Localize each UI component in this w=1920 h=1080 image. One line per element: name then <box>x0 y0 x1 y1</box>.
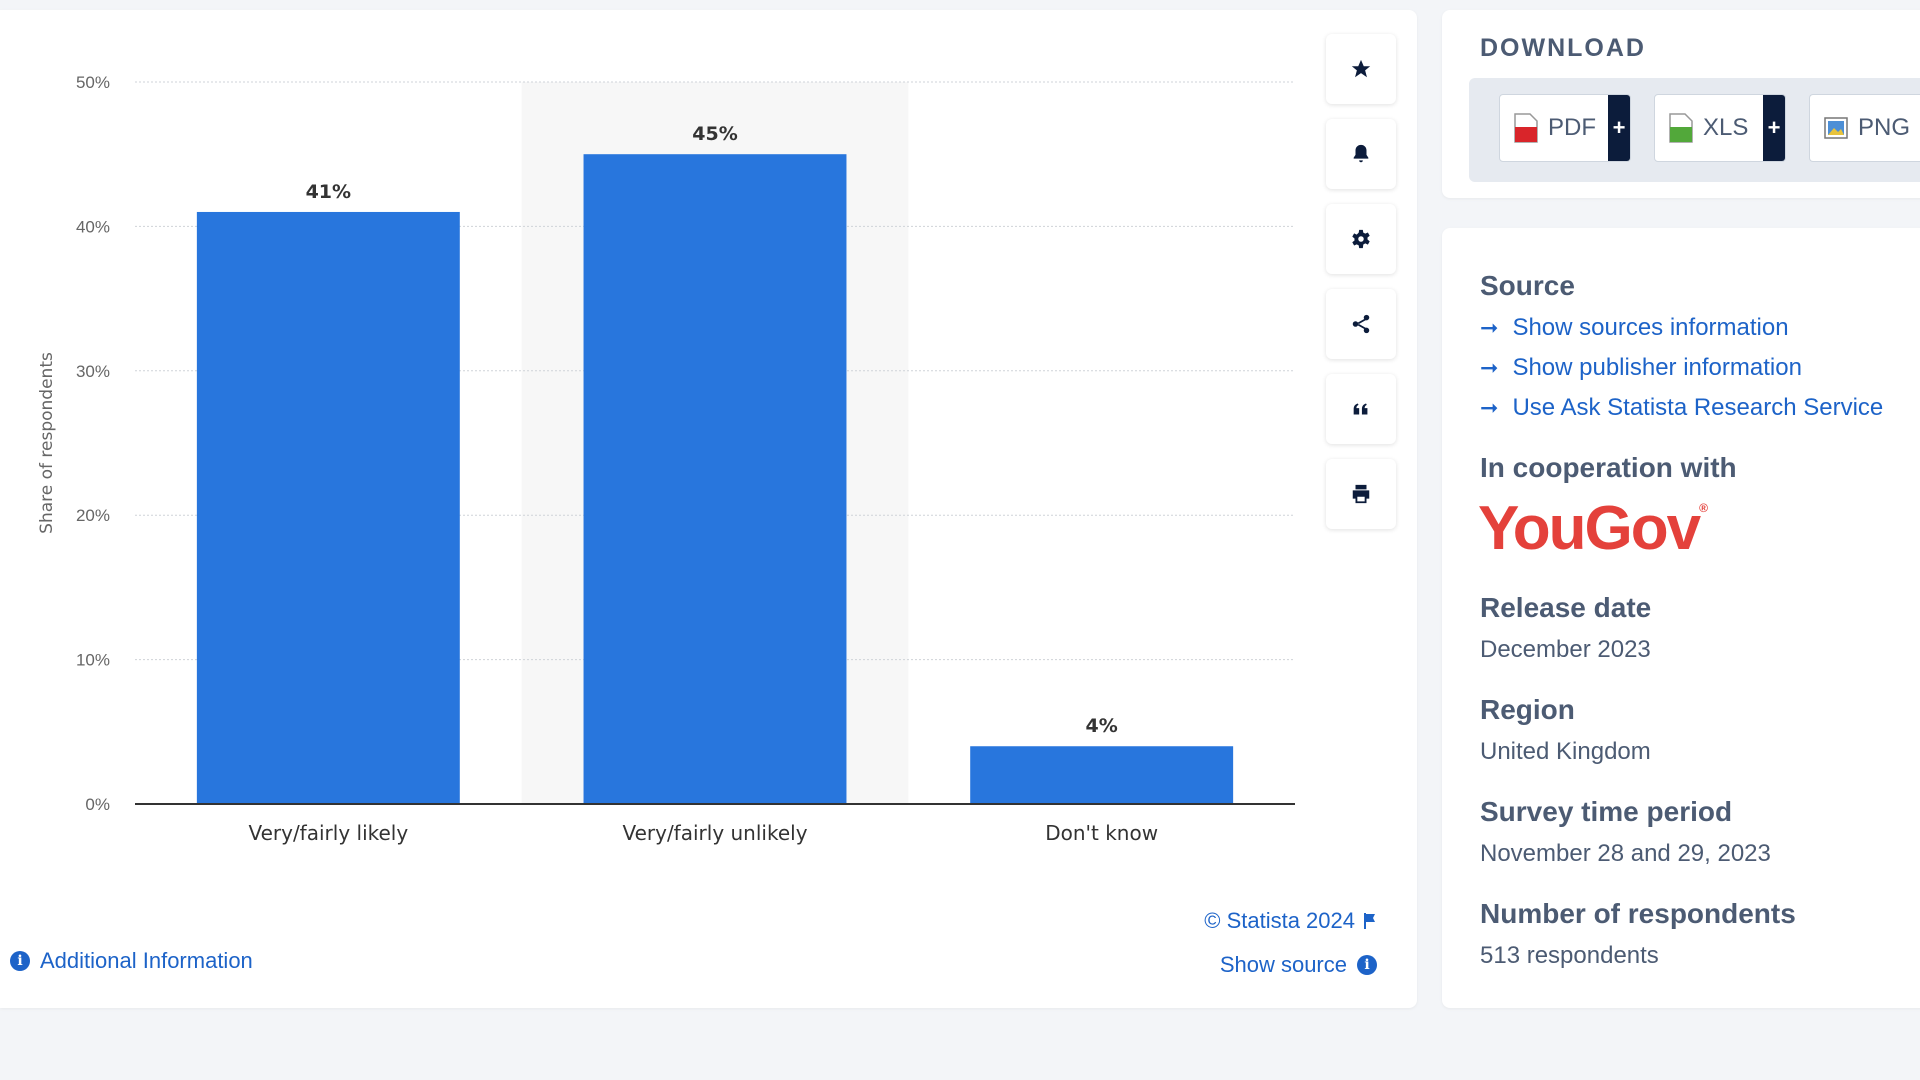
download-tray: PDF + XLS + PNG <box>1469 78 1920 182</box>
download-png-label: PNG <box>1858 114 1911 141</box>
y-tick-label: 0% <box>85 795 110 814</box>
download-xls-button[interactable]: XLS + <box>1654 94 1786 162</box>
data-label: 41% <box>306 181 351 203</box>
chart-card: 0% 10% 20% 30% 40% 50% 41% Very/fairly likely 45… <box>0 10 1417 1008</box>
copyright-notice[interactable]: © Statista 2024 <box>1204 908 1377 934</box>
research-service-text: Use Ask Statista Research Service <box>1512 394 1884 421</box>
bar[interactable] <box>583 154 847 804</box>
show-source-text: Show source <box>1219 952 1347 977</box>
download-xls-label: XLS <box>1703 114 1749 141</box>
png-file-icon <box>1824 117 1848 139</box>
notification-button[interactable] <box>1326 119 1396 189</box>
quote-icon <box>1353 403 1368 415</box>
download-pdf-label: PDF <box>1548 114 1596 141</box>
copyright-text: © Statista 2024 <box>1204 908 1355 933</box>
additional-information-link[interactable]: i Additional Information <box>10 948 253 974</box>
survey-period-value: November 28 and 29, 2023 <box>1480 840 1771 867</box>
show-sources-link[interactable]: ➞ Show sources information <box>1480 314 1789 342</box>
share-button[interactable] <box>1326 289 1396 359</box>
x-tick-label: Very/fairly likely <box>248 821 408 845</box>
data-label: 45% <box>692 123 737 145</box>
release-date-heading: Release date <box>1480 592 1652 623</box>
bar[interactable] <box>196 211 460 804</box>
cite-button[interactable] <box>1326 374 1396 444</box>
region-value: United Kingdom <box>1480 738 1651 765</box>
x-tick-label: Very/fairly unlikely <box>622 821 807 845</box>
research-service-link[interactable]: ➞ Use Ask Statista Research Service <box>1480 394 1883 422</box>
info-icon: i <box>10 951 30 971</box>
arrow-right-icon: ➞ <box>1480 395 1499 420</box>
pdf-plus-icon[interactable]: + <box>1608 95 1630 161</box>
info-icon: i <box>1357 955 1377 975</box>
xls-file-icon <box>1669 113 1693 143</box>
release-date-value: December 2023 <box>1480 636 1651 663</box>
data-label: 4% <box>1086 715 1118 737</box>
y-tick-label: 40% <box>76 217 110 236</box>
source-heading: Source <box>1480 270 1575 301</box>
download-title: DOWNLOAD <box>1480 34 1646 62</box>
yougov-logo-text: YouGov <box>1478 494 1701 563</box>
settings-button[interactable] <box>1326 204 1396 274</box>
x-tick-label: Don't know <box>1045 821 1158 845</box>
additional-information-text: Additional Information <box>40 948 253 973</box>
star-icon <box>1351 59 1371 78</box>
y-tick-label: 20% <box>76 506 110 525</box>
download-card: DOWNLOAD PDF + XLS + PNG <box>1442 10 1920 198</box>
show-publisher-text: Show publisher information <box>1512 354 1802 381</box>
xls-plus-icon[interactable]: + <box>1763 95 1785 161</box>
statistic-info-card: Source ➞ Show sources information ➞ Show… <box>1442 228 1920 1008</box>
show-publisher-link[interactable]: ➞ Show publisher information <box>1480 354 1802 382</box>
label-layer: 0% 10% 20% 30% 40% 50% 41% Very/fairly likely 45… <box>76 73 1295 845</box>
bar-layer <box>196 154 1234 804</box>
bar[interactable] <box>970 746 1234 804</box>
gear-icon <box>1352 229 1370 249</box>
download-png-button[interactable]: PNG <box>1809 94 1920 162</box>
print-icon <box>1352 484 1370 504</box>
arrow-right-icon: ➞ <box>1480 315 1499 340</box>
show-sources-text: Show sources information <box>1512 314 1789 341</box>
flag-icon <box>1364 913 1375 929</box>
y-tick-label: 50% <box>76 73 110 92</box>
print-button[interactable] <box>1326 459 1396 529</box>
bar-chart: 0% 10% 20% 30% 40% 50% 41% Very/fairly likely 45… <box>37 73 1295 845</box>
download-pdf-button[interactable]: PDF + <box>1499 94 1631 162</box>
respondents-heading: Number of respondents <box>1480 898 1796 929</box>
share-icon <box>1352 314 1370 334</box>
favorite-button[interactable] <box>1326 34 1396 104</box>
y-axis-label: Share of respondents <box>37 352 57 534</box>
y-tick-label: 30% <box>76 362 110 381</box>
bell-icon <box>1353 144 1369 163</box>
region-heading: Region <box>1480 694 1575 725</box>
respondents-value: 513 respondents <box>1480 942 1659 969</box>
pdf-file-icon <box>1514 113 1538 143</box>
cooperation-heading: In cooperation with <box>1480 452 1737 483</box>
yougov-logo: YouGov® <box>1478 494 1708 563</box>
arrow-right-icon: ➞ <box>1480 355 1499 380</box>
show-source-link[interactable]: Show source i <box>1220 952 1377 978</box>
y-tick-label: 10% <box>76 651 110 670</box>
survey-period-heading: Survey time period <box>1480 796 1733 827</box>
